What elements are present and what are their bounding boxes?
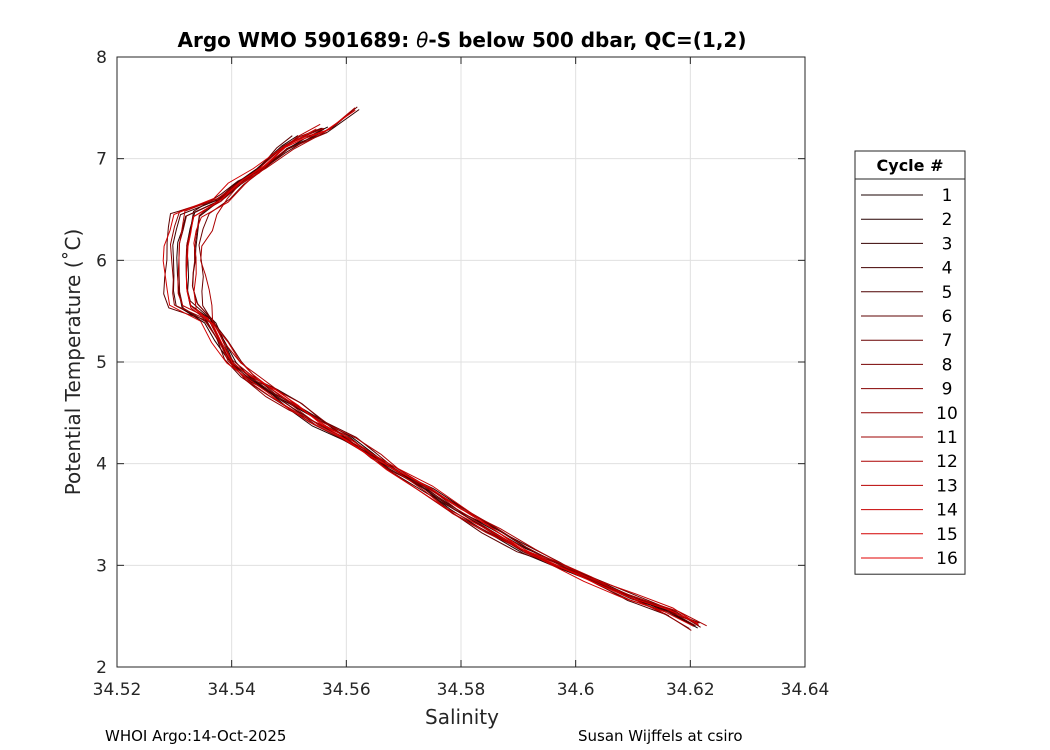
legend-label-8: 8 (942, 355, 953, 375)
series-line-cycle-1 (186, 126, 698, 629)
series-line-cycle-15 (162, 128, 694, 627)
series-line-cycle-16 (185, 109, 699, 624)
legend-label-15: 15 (936, 525, 958, 545)
series-line-cycle-12 (200, 107, 707, 627)
series-line-cycle-3 (192, 109, 700, 624)
legend-label-1: 1 (942, 186, 953, 206)
y-tick-label: 5 (96, 353, 107, 373)
y-tick-label: 4 (96, 455, 107, 475)
footer-right: Susan Wijffels at csiro (578, 727, 743, 745)
legend-label-11: 11 (936, 428, 958, 448)
legend-label-7: 7 (942, 331, 953, 351)
legend-label-6: 6 (942, 307, 953, 327)
x-tick-label: 34.6 (557, 680, 595, 700)
x-axis-label: Salinity (425, 705, 499, 729)
footer-left: WHOI Argo:14-Oct-2025 (105, 727, 286, 745)
legend-label-3: 3 (942, 234, 953, 254)
legend-label-10: 10 (936, 404, 958, 424)
y-tick-label: 3 (96, 556, 107, 576)
chart-title: Argo WMO 5901689: θ-S below 500 dbar, QC… (178, 28, 747, 52)
series-line-cycle-14 (193, 128, 699, 626)
legend-title: Cycle # (877, 156, 944, 175)
series-line-cycle-11 (185, 127, 700, 626)
legend-label-5: 5 (942, 283, 953, 303)
legend-label-13: 13 (936, 476, 958, 496)
legend-label-12: 12 (936, 452, 958, 472)
series-line-cycle-9 (191, 132, 699, 624)
x-tick-label: 34.64 (781, 680, 830, 700)
series-line-cycle-13 (177, 123, 665, 614)
legend-label-14: 14 (936, 501, 958, 521)
legend-box (854, 150, 966, 575)
y-tick-label: 8 (96, 48, 107, 68)
legend-label-4: 4 (942, 259, 953, 279)
series-line-cycle-5 (185, 128, 669, 617)
grid-lines (116, 56, 806, 668)
legend-label-2: 2 (942, 210, 953, 230)
legend-label-16: 16 (936, 549, 958, 569)
series-line-cycle-10 (169, 137, 692, 631)
legend-label-9: 9 (942, 380, 953, 400)
y-tick-label: 6 (96, 251, 107, 271)
x-tick-label: 34.54 (207, 680, 256, 700)
y-tick-label: 7 (96, 150, 107, 170)
series-line-cycle-7 (198, 106, 701, 628)
series-line-cycle-6 (163, 135, 690, 629)
axis-ticks: 34.52 34.54 34.56 34.58 34.6 34.62 34.64 2 3 4 5 6 7… (93, 48, 830, 700)
y-tick-label: 2 (96, 658, 107, 678)
x-tick-label: 34.62 (666, 680, 715, 700)
x-tick-label: 34.52 (93, 680, 142, 700)
x-tick-label: 34.58 (437, 680, 486, 700)
x-tick-label: 34.56 (322, 680, 371, 700)
series-layer (162, 106, 707, 631)
y-axis-label: Potential Temperature (˚C) (61, 229, 85, 496)
